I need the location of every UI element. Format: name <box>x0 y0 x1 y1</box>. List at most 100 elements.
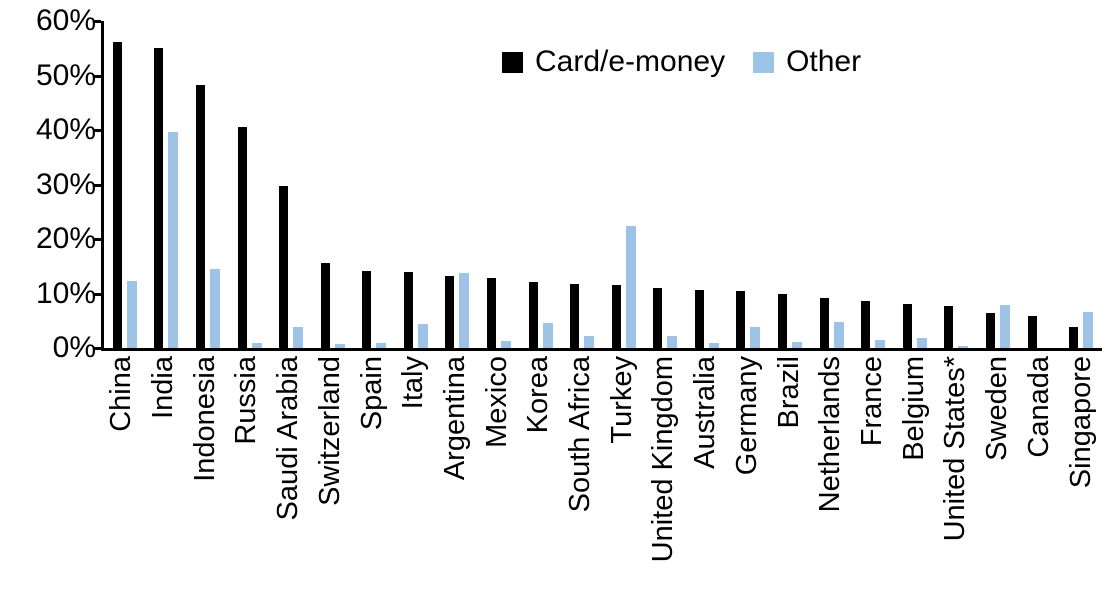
y-tick-label-0: 0% <box>52 331 96 364</box>
bar-card-brazil <box>778 294 788 348</box>
bar-group-united-kingdom <box>645 21 687 348</box>
x-label-cell: Australia <box>685 356 727 592</box>
bar-card-india <box>154 48 164 348</box>
bar-group-india <box>146 21 188 348</box>
other-series-swatch <box>753 51 775 73</box>
bar-card-south-africa <box>570 284 580 348</box>
bar-other-south-africa <box>584 335 595 348</box>
x-label-cell: Switzerland <box>310 356 352 592</box>
bar-group-russia <box>229 21 271 348</box>
x-label-cell: United States* <box>935 356 977 592</box>
bar-card-belgium <box>902 303 912 348</box>
x-label-cell: Canada <box>1018 356 1060 592</box>
x-label: Germany <box>730 356 763 476</box>
bar-other-france <box>875 340 886 348</box>
x-label-cell: Belgium <box>893 356 935 592</box>
bar-other-germany <box>750 326 761 348</box>
x-label: Turkey <box>605 356 638 444</box>
bar-card-australia <box>694 289 704 348</box>
bar-card-singapore <box>1069 327 1079 348</box>
bar-card-russia <box>237 127 247 348</box>
bar-card-indonesia <box>195 84 205 348</box>
bar-group-france <box>852 21 894 348</box>
bar-card-turkey <box>611 285 621 348</box>
y-tick-label-20: 20% <box>35 222 96 255</box>
x-label-cell: Saudi Arabia <box>268 356 310 592</box>
bar-group-argentina <box>437 21 479 348</box>
plot-area <box>101 21 1102 351</box>
x-label-cell: Germany <box>727 356 769 592</box>
x-label: United Kingdom <box>647 356 680 563</box>
x-label-cell: China <box>101 356 143 592</box>
y-tick-mark-0 <box>93 347 101 350</box>
x-label: Italy <box>397 356 430 410</box>
bar-other-singapore <box>1083 312 1094 348</box>
x-label: Switzerland <box>313 356 346 506</box>
bar-group-netherlands <box>811 21 853 348</box>
x-label-cell: Sweden <box>977 356 1019 592</box>
bar-other-united-states- <box>958 346 969 348</box>
x-label: Argentina <box>438 356 471 481</box>
bar-card-argentina <box>445 275 455 348</box>
x-label: Canada <box>1022 356 1055 458</box>
bar-other-russia <box>251 342 262 348</box>
bar-other-netherlands <box>833 322 844 348</box>
x-label: Saudi Arabia <box>272 356 305 521</box>
x-label: United States* <box>939 356 972 542</box>
bar-card-canada <box>1027 316 1037 348</box>
bar-group-belgium <box>894 21 936 348</box>
bar-group-saudi-arabia <box>270 21 312 348</box>
x-label: Netherlands <box>814 356 847 513</box>
x-label: South Africa <box>564 356 597 513</box>
bar-card-sweden <box>985 312 995 348</box>
x-label: Belgium <box>897 356 930 461</box>
bar-group-china <box>104 21 146 348</box>
bar-group-united-states- <box>936 21 978 348</box>
bar-other-switzerland <box>334 343 345 348</box>
bar-other-brazil <box>792 342 803 348</box>
bar-group-germany <box>728 21 770 348</box>
bar-group-turkey <box>603 21 645 348</box>
y-tick-mark-20 <box>93 238 101 241</box>
bar-other-belgium <box>916 337 927 348</box>
bar-other-united-kingdom <box>667 335 678 348</box>
bar-card-spain <box>362 270 372 348</box>
x-label-cell: Singapore <box>1060 356 1102 592</box>
bars-row <box>104 21 1102 348</box>
bar-card-italy <box>403 271 413 348</box>
bar-group-australia <box>686 21 728 348</box>
bar-other-sweden <box>999 304 1010 348</box>
y-tick-label-10: 10% <box>35 277 96 310</box>
legend-item-other: Other <box>753 45 861 79</box>
bar-card-switzerland <box>320 263 330 348</box>
bar-group-sweden <box>977 21 1019 348</box>
legend-label-other: Other <box>786 45 862 78</box>
x-label: Korea <box>522 356 555 434</box>
x-label: Mexico <box>480 356 513 448</box>
bar-other-india <box>168 131 179 348</box>
x-label-cell: Brazil <box>768 356 810 592</box>
bar-other-indonesia <box>209 269 220 348</box>
x-label: France <box>856 356 888 447</box>
x-label: Spain <box>355 356 388 431</box>
bar-card-netherlands <box>819 297 829 348</box>
y-axis-labels: 0% 10% 20% 30% 40% 50% 60% <box>0 0 96 594</box>
bar-card-germany <box>736 290 746 348</box>
x-label: Singapore <box>1064 356 1097 489</box>
x-label: India <box>147 356 180 419</box>
x-label-cell: Turkey <box>601 356 643 592</box>
x-axis-labels: China India Indonesia Russia Saudi Arabia Swi… <box>101 356 1102 592</box>
bar-other-italy <box>417 323 428 348</box>
x-label-cell: France <box>852 356 894 592</box>
bar-other-argentina <box>459 272 470 348</box>
bar-group-singapore <box>1060 21 1102 348</box>
legend-item-card: Card/e-money <box>502 45 725 79</box>
x-label-cell: Indonesia <box>184 356 226 592</box>
bar-card-united-states- <box>944 305 954 348</box>
x-label-cell: United Kingdom <box>643 356 685 592</box>
x-label-cell: Korea <box>518 356 560 592</box>
bar-other-spain <box>376 342 387 348</box>
bar-group-spain <box>353 21 395 348</box>
bar-group-brazil <box>769 21 811 348</box>
